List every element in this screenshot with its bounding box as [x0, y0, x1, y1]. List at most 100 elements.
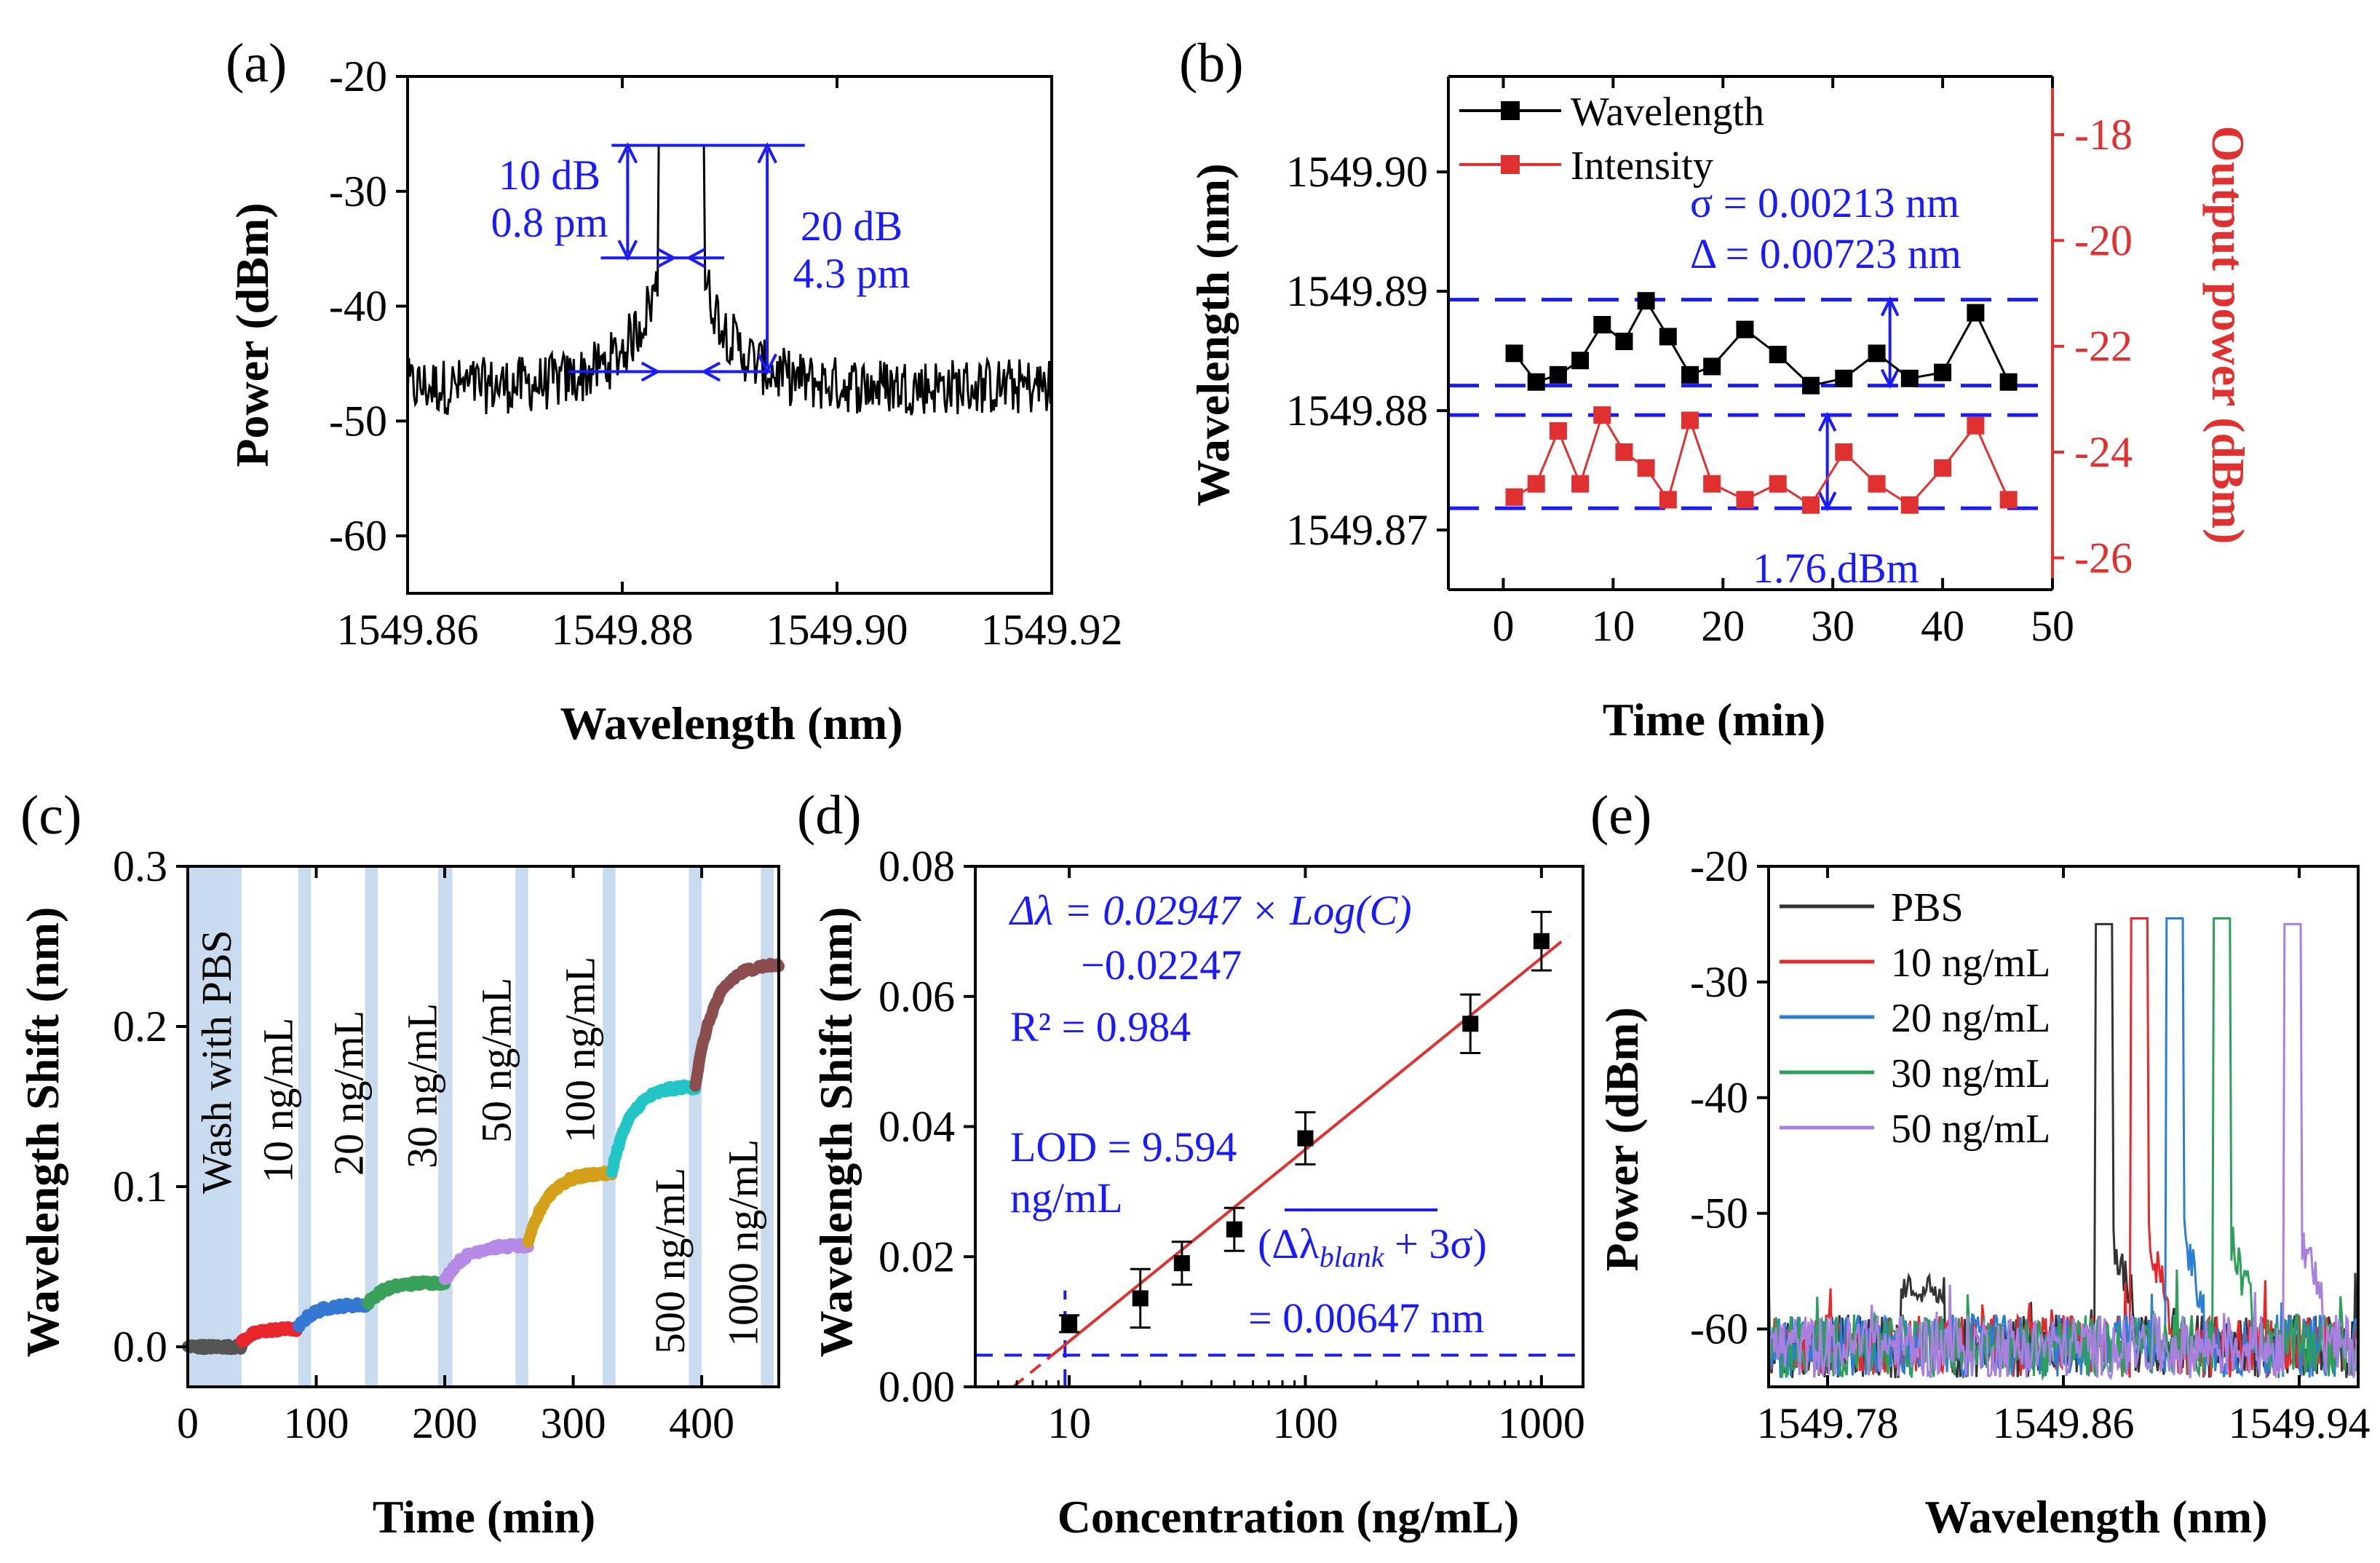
panel-c-wash-band — [365, 866, 378, 1387]
panel-b-sigma: σ = 0.00213 nm — [1690, 179, 1959, 226]
panel-a-10db-arrow-up — [617, 142, 638, 164]
panel-a-20db-width-arrow-right — [700, 361, 721, 382]
panel-a-xtick-label: 1549.90 — [766, 606, 908, 654]
panel-b-wavelength-point — [1802, 376, 1820, 395]
panel-c-segment-label: 50 ng/mL — [473, 978, 520, 1143]
panel-b-intensity-point — [1736, 491, 1754, 509]
panel-d-point — [1297, 1130, 1314, 1147]
panel-c-segment-trace — [182, 1338, 248, 1356]
panel-d-blank-value: = 0.00647 nm — [1248, 1294, 1484, 1342]
panel-b-delta-arrow-tail — [1880, 368, 1900, 389]
panel-b-wavelength-point — [1999, 373, 2018, 391]
panel-a-10db-width-arrow-right — [686, 248, 706, 269]
panel-b-intensity-point — [1868, 475, 1886, 493]
panel-b-wavelength-point — [1505, 344, 1523, 363]
panel-b-wavelength-point — [1637, 292, 1655, 310]
panel-d-eq-line2: −0.02247 — [1081, 941, 1242, 989]
panel-d-blank-main: (Δλblank + 3σ) — [1258, 1220, 1487, 1273]
panel-b-ytick-label: 1549.88 — [1286, 387, 1428, 435]
panel-b-intensity-point — [1967, 416, 1985, 435]
panel-b-ytick-label-right: -18 — [2074, 111, 2133, 159]
panel-e-xtick-label: 1549.78 — [1757, 1399, 1899, 1447]
panel-c-segment-label: 1000 ng/mL — [720, 1139, 767, 1347]
panel-d: (d) 10 100 1000 0.00 0.02 0.04 0.06 0.08 Concen… — [797, 785, 1585, 1543]
panel-b-intensity-point — [1593, 406, 1611, 424]
panel-d-fit-dashed-end — [1550, 935, 1570, 951]
panel-a-ytick-label: -20 — [329, 52, 387, 100]
panel-b-ytick-label-right: -22 — [2074, 323, 2133, 371]
panel-c-segment-trace — [689, 957, 785, 1092]
panel-a-ann1-line2: 0.8 pm — [491, 199, 608, 246]
panel-a-ytick-label: -60 — [329, 512, 387, 560]
panel-c-segment-trace — [362, 1275, 451, 1310]
panel-a-spectrum-line — [406, 144, 1053, 416]
panel-b-label: (b) — [1179, 33, 1244, 94]
panel-c-ytick-label: 0.1 — [113, 1163, 167, 1211]
panel-c-xtick-label: 300 — [541, 1399, 606, 1447]
panel-b-wavelength-point — [1967, 304, 1985, 322]
panel-a-ytick-label: -30 — [329, 167, 387, 215]
panel-c-xtick-label: 200 — [412, 1399, 477, 1447]
panel-b-intensity-point — [1571, 475, 1590, 493]
panel-e-legend-label: 50 ng/mL — [1891, 1107, 2050, 1152]
panel-e-xtick-label: 1549.86 — [1993, 1399, 2135, 1447]
panel-d-xtick-label: 1000 — [1498, 1399, 1585, 1447]
panel-a-10db-arrow-down — [617, 240, 638, 261]
panel-b-xtick-label: 30 — [1811, 602, 1855, 650]
panel-e-label: (e) — [1590, 785, 1651, 846]
panel-e-spectrum-line — [1767, 922, 2360, 1381]
panel-b-intensity-point — [1659, 491, 1677, 509]
panel-c-segment-label: 100 ng/mL — [556, 957, 603, 1143]
panel-d-ytick-label: 0.04 — [878, 1103, 955, 1151]
panel-e-ytick-label: -20 — [1690, 842, 1748, 890]
panel-a-ytick-label: -40 — [329, 282, 387, 331]
panel-e-legend-label: PBS — [1891, 885, 1964, 930]
panel-b-wavelength-point — [1593, 316, 1611, 334]
panel-e-marks — [1767, 917, 2360, 1382]
panel-b-intensity-point — [1549, 422, 1567, 440]
panel-b-intensity-range: 1.76 dBm — [1753, 545, 1919, 592]
panel-c-label: (c) — [20, 785, 82, 846]
panel-e-spectrum-line — [1767, 917, 2360, 1380]
panel-d-xtick-label: 10 — [1047, 1399, 1091, 1447]
panel-d-r2: R² = 0.984 — [1010, 1003, 1191, 1050]
panel-c-wash-band — [689, 866, 702, 1387]
panel-b-intensity-point — [1769, 475, 1787, 493]
panel-d-xlabel: Concentration (ng/mL) — [1058, 1491, 1520, 1543]
panel-e-legend-label: 20 ng/mL — [1891, 996, 2050, 1041]
panel-e-xlabel: Wavelength (nm) — [1924, 1491, 2267, 1543]
panel-c-xlabel: Time (min) — [373, 1491, 595, 1543]
panel-e-ylabel: Power (dBm) — [1596, 1007, 1648, 1271]
panel-c-segment-labels: Wash with PBS 10 ng/mL 20 ng/mL 30 ng/mL 50 … — [193, 930, 767, 1354]
panel-a-xlabel: Wavelength (nm) — [560, 697, 903, 749]
panel-c-wash-band — [515, 866, 528, 1387]
panel-c-xtick-label: 100 — [284, 1399, 349, 1447]
panel-d-point — [1173, 1255, 1190, 1272]
panel-e-legend-label: 30 ng/mL — [1891, 1051, 2050, 1096]
panel-a-20db-arrow-up — [757, 142, 777, 164]
panel-d-point — [1533, 933, 1550, 949]
panel-a-ytick-label: -50 — [329, 397, 387, 445]
panel-b-axes: 0 10 20 30 40 50 1549.90 1549.89 1549.88 1549.87 -… — [1286, 75, 2133, 650]
legend-wavelength-label: Wavelength — [1571, 90, 1764, 135]
panel-b-intensity-point — [1527, 475, 1545, 493]
panel-a-ann1-line1: 10 dB — [499, 151, 600, 199]
panel-b-xtick-label: 0 — [1492, 602, 1514, 650]
panel-b-wavelength-point — [1527, 373, 1545, 391]
panel-b-xlabel: Time (min) — [1603, 694, 1825, 745]
panel-b-ytick-label: 1549.89 — [1286, 267, 1428, 315]
panel-c-ytick-label: 0.0 — [113, 1323, 167, 1371]
panel-b-intensity-arrow-tail — [1817, 491, 1837, 512]
panel-b-wavelength-point — [1659, 328, 1677, 346]
panel-d-point — [1462, 1016, 1479, 1032]
panel-b-intensity-point — [1835, 443, 1853, 462]
panel-b-wavelength-point — [1934, 363, 1952, 381]
panel-e-xtick-label: 1549.94 — [2229, 1399, 2371, 1447]
panel-c-wash-band — [298, 866, 312, 1387]
panel-e-ytick-label: -50 — [1690, 1190, 1748, 1238]
legend-intensity-marker — [1501, 155, 1520, 174]
panel-c-segment-trace — [439, 1238, 534, 1286]
panel-e-ytick-label: -60 — [1690, 1305, 1748, 1353]
panel-c-wash-band — [188, 866, 242, 1387]
panel-b-intensity-point — [1999, 491, 2018, 509]
